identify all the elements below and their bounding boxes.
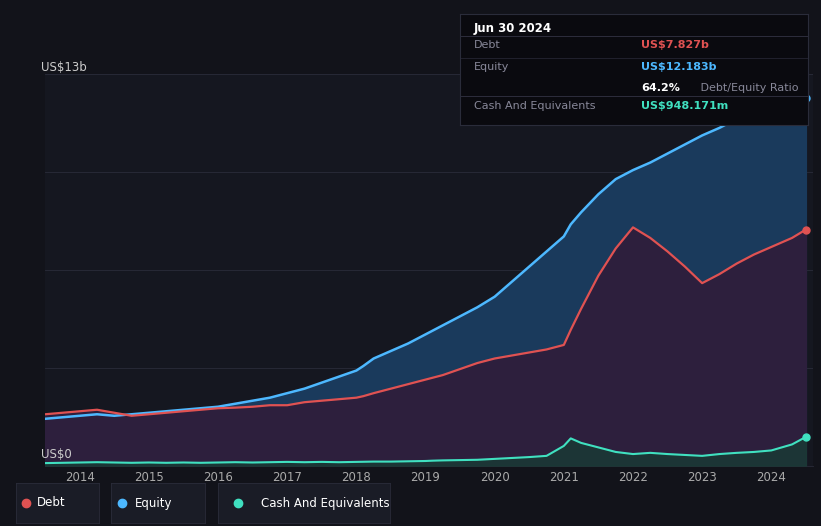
Text: Equity: Equity	[135, 497, 172, 510]
Text: 64.2%: 64.2%	[641, 83, 680, 93]
Text: Equity: Equity	[474, 62, 509, 72]
Text: Cash And Equivalents: Cash And Equivalents	[261, 497, 389, 510]
Text: Debt: Debt	[474, 39, 501, 49]
Text: Cash And Equivalents: Cash And Equivalents	[474, 100, 595, 110]
Text: US$13b: US$13b	[41, 60, 87, 74]
Text: US$7.827b: US$7.827b	[641, 39, 709, 49]
Text: Debt/Equity Ratio: Debt/Equity Ratio	[697, 83, 798, 93]
Text: US$0: US$0	[41, 448, 72, 461]
Text: US$948.171m: US$948.171m	[641, 100, 728, 110]
Text: Jun 30 2024: Jun 30 2024	[474, 22, 552, 35]
Text: Debt: Debt	[37, 497, 66, 510]
Text: US$12.183b: US$12.183b	[641, 62, 717, 72]
